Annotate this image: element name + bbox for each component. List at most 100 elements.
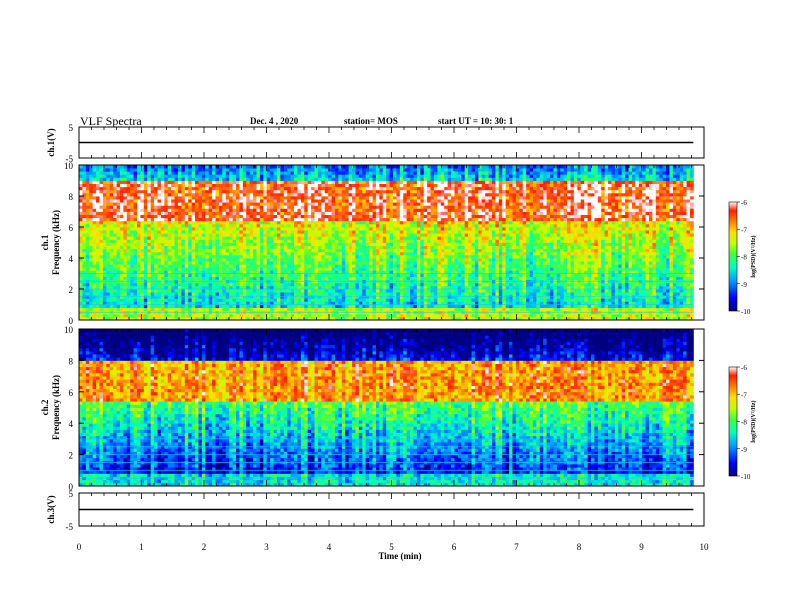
spectrogram-cell xyxy=(174,301,179,305)
spectrogram-cell xyxy=(181,273,186,277)
spectrogram-cell xyxy=(160,171,165,175)
spectrogram-cell xyxy=(297,313,302,318)
spectrogram-cell xyxy=(256,236,261,240)
spectrogram-cell xyxy=(154,276,158,281)
spectrogram-cell xyxy=(338,316,343,321)
spectrogram-cell xyxy=(89,168,94,172)
spectrogram-cell xyxy=(177,289,182,293)
spectrogram-cell xyxy=(82,230,87,234)
spectrogram-cell xyxy=(198,251,203,256)
spectrogram-cell xyxy=(256,180,261,184)
spectrogram-cell xyxy=(396,301,401,305)
spectrogram-cell xyxy=(232,183,237,188)
spectrogram-cell xyxy=(348,273,353,277)
spectrogram-cell xyxy=(137,196,141,200)
spectrogram-cell xyxy=(294,289,298,293)
spectrogram-cell xyxy=(232,245,237,250)
spectrogram-cell xyxy=(270,171,274,175)
spectrogram-cell xyxy=(307,301,312,305)
spectrogram-cell xyxy=(246,230,251,234)
spectrogram-cell xyxy=(386,186,390,191)
spectrogram-cell xyxy=(157,214,162,219)
spectrogram-cell xyxy=(174,270,179,274)
spectrogram-cell xyxy=(317,165,322,169)
spectrogram-cell xyxy=(413,285,418,290)
spectrogram-cell xyxy=(297,208,302,212)
spectrogram-cell xyxy=(225,258,230,262)
spectrogram-cell xyxy=(205,186,210,191)
spectrogram-cell xyxy=(311,180,315,184)
spectrogram-cell xyxy=(130,273,135,277)
spectrogram-cell xyxy=(143,233,148,237)
spectrogram-cell xyxy=(79,208,83,212)
spectrogram-cell xyxy=(406,282,411,287)
spectrogram-cell xyxy=(140,192,145,197)
spectrogram-cell xyxy=(99,208,104,212)
spectrogram-cell xyxy=(140,282,145,287)
spectrogram-cell xyxy=(181,292,186,296)
spectrogram-cell xyxy=(147,285,152,290)
spectrogram-cell xyxy=(314,168,319,172)
spectrogram-cell xyxy=(362,267,367,271)
spectrogram-cell xyxy=(184,276,189,281)
spectrogram-cell xyxy=(143,248,148,253)
spectrogram-cell xyxy=(375,183,380,188)
spectrogram-cell xyxy=(406,233,411,237)
spectrogram-cell xyxy=(410,248,414,253)
spectrogram-cell xyxy=(300,264,305,268)
spectrogram-cell xyxy=(208,239,213,243)
spectrogram-cell xyxy=(290,270,295,274)
spectrogram-cell xyxy=(273,180,278,184)
spectrogram-cell xyxy=(382,211,387,215)
spectrogram-cell xyxy=(140,236,145,240)
spectrogram-cell xyxy=(123,316,128,321)
spectrogram-cell xyxy=(369,282,373,287)
spectrogram-cell xyxy=(143,196,148,200)
spectrogram-cell xyxy=(253,233,257,237)
spectrogram-cell xyxy=(403,282,408,287)
spectrogram-cell xyxy=(294,307,298,312)
spectrogram-cell xyxy=(212,220,216,225)
spectrogram-cell xyxy=(188,180,193,184)
spectrogram-cell xyxy=(249,258,254,262)
spectrogram-cell xyxy=(85,208,90,212)
spectrogram-cell xyxy=(242,186,247,191)
spectrogram-cell xyxy=(143,199,148,203)
spectrogram-cell xyxy=(106,264,111,268)
spectrogram-cell xyxy=(229,227,233,231)
spectrogram-cell xyxy=(338,307,343,312)
spectrogram-cell xyxy=(239,189,244,194)
spectrogram-cell xyxy=(208,236,213,240)
spectrogram-cell xyxy=(304,316,309,321)
spectrogram-cell xyxy=(280,183,285,188)
spectrogram-cell xyxy=(102,196,107,200)
spectrogram-cell xyxy=(246,223,251,228)
spectrogram-cell xyxy=(396,199,401,203)
spectrogram-cell xyxy=(99,313,104,318)
spectrogram-cell xyxy=(416,196,421,200)
spectrogram-cell xyxy=(256,217,261,222)
spectrogram-cell xyxy=(253,183,257,188)
spectrogram-cell xyxy=(341,304,346,308)
spectrogram-cell xyxy=(113,165,117,169)
spectrogram-cell xyxy=(369,276,373,281)
spectrogram-cell xyxy=(372,168,377,172)
spectrogram-cell xyxy=(150,217,155,222)
spectrogram-cell xyxy=(225,205,230,209)
spectrogram-cell xyxy=(386,264,390,268)
spectrogram-cell xyxy=(348,254,353,259)
spectrogram-cell xyxy=(270,276,274,281)
spectrogram-cell xyxy=(369,205,373,209)
spectrogram-cell xyxy=(386,292,390,296)
spectrogram-cell xyxy=(300,227,305,231)
spectrogram-cell xyxy=(160,211,165,215)
spectrogram-cell xyxy=(287,273,292,277)
spectrogram-cell xyxy=(147,307,152,312)
spectrogram-cell xyxy=(294,227,298,231)
spectrogram-cell xyxy=(160,285,165,290)
spectrogram-cell xyxy=(147,189,152,194)
spectrogram-cell xyxy=(79,174,83,178)
spectrogram-cell xyxy=(266,251,271,256)
spectrogram-cell xyxy=(188,251,193,256)
spectrogram-cell xyxy=(259,289,264,293)
